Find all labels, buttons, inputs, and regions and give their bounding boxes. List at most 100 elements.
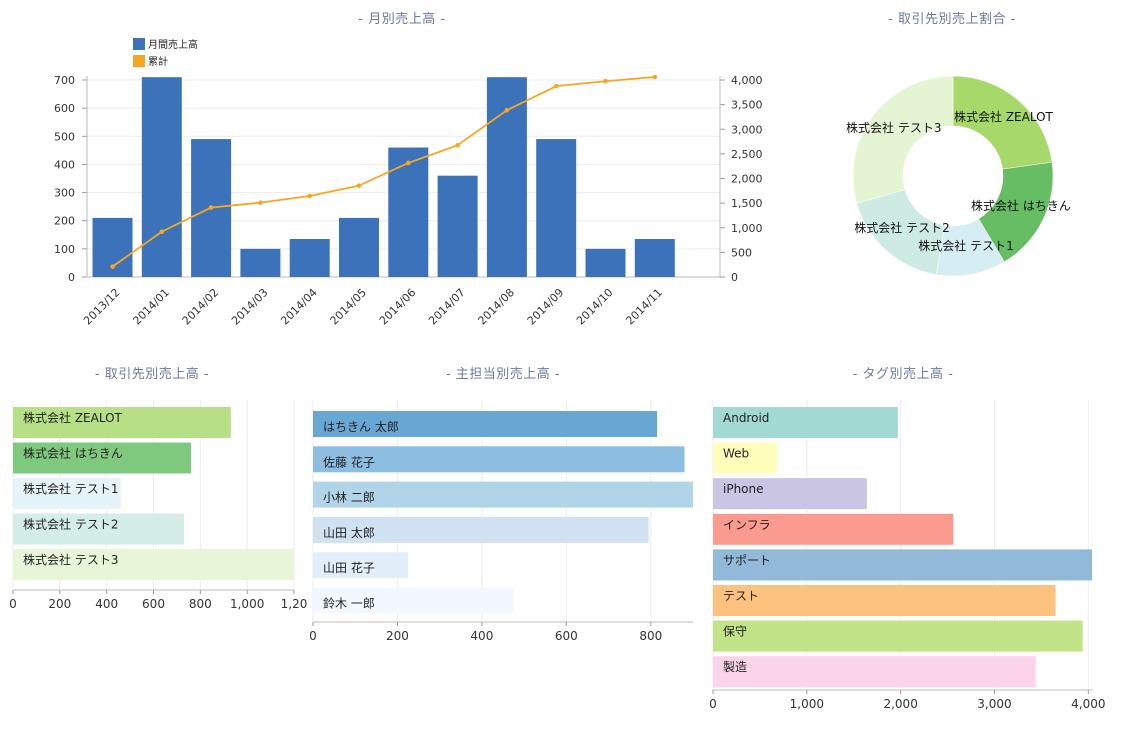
y-left-tick-label: 0 (68, 271, 75, 284)
x-tick-label: 1,000 (790, 697, 824, 711)
hbar (713, 620, 1083, 652)
x-tick-label: 2014/04 (278, 286, 320, 328)
x-tick-label: 0 (9, 597, 17, 611)
legend-label: 累計 (148, 55, 168, 68)
hbar (713, 656, 1036, 688)
x-tick-label: 2013/12 (81, 286, 123, 328)
y-left-tick-label: 600 (54, 102, 75, 115)
hbar-label: はちきん 太郎 (323, 419, 399, 434)
x-tick-label: 2014/01 (130, 286, 172, 328)
x-tick-label: 200 (48, 597, 71, 611)
x-tick-label: 1,000 (230, 597, 264, 611)
hbar-label: 佐藤 花子 (323, 454, 375, 469)
hbar-label: 製造 (723, 660, 747, 674)
donut-slice (978, 161, 1054, 263)
x-tick-label: 4,000 (1071, 697, 1105, 711)
cumulative-point (159, 229, 165, 234)
x-tick-label: 2014/05 (328, 286, 370, 328)
monthly-chart-title: - 月別売上高 - (358, 12, 446, 27)
y-right-tick-label: 3,500 (731, 99, 763, 112)
cumulative-point (652, 74, 658, 80)
hbar-label: 株式会社 はちきん (23, 446, 123, 461)
monthly-bar (437, 175, 478, 277)
monthly-bar (585, 248, 626, 277)
hbar-label: Android (723, 411, 769, 425)
monthly-bar (486, 77, 527, 277)
donut-slice-label: 株式会社 はちきん (971, 198, 1071, 213)
legend-label: 月間売上高 (148, 38, 198, 51)
y-right-tick-label: 1,000 (731, 222, 763, 235)
x-tick-label: 600 (555, 629, 578, 643)
x-tick-label: 200 (386, 629, 409, 643)
x-tick-label: 0 (709, 697, 717, 711)
donut-slice-label: 株式会社 テスト2 (854, 220, 949, 235)
donut-slice-label: 株式会社 ZEALOT (954, 109, 1054, 124)
x-tick-label: 400 (470, 629, 493, 643)
hbar-label: 株式会社 テスト1 (23, 481, 118, 496)
donut-slice-label: 株式会社 テスト1 (918, 238, 1013, 253)
hbar (13, 478, 121, 509)
y-right-tick-label: 2,500 (731, 148, 763, 161)
staff-chart-title: - 主担当別売上高 - (445, 367, 561, 382)
cumulative-point (603, 78, 608, 84)
legend-swatch (133, 55, 145, 67)
x-tick-label: 400 (95, 597, 118, 611)
cumulative-point (356, 183, 362, 188)
hbar-label: iPhone (723, 482, 764, 496)
hbar (313, 587, 514, 614)
hbar-label: テスト (723, 589, 759, 603)
donut-slice-label: 株式会社 テスト3 (846, 120, 941, 135)
y-left-tick-label: 100 (54, 243, 75, 256)
x-tick-label: 1,20 (281, 597, 308, 611)
x-tick-label: 2,000 (883, 697, 917, 711)
y-right-tick-label: 500 (731, 246, 752, 259)
cumulative-line (111, 76, 655, 268)
y-left-tick-label: 300 (54, 187, 75, 200)
monthly-bar (388, 147, 429, 277)
y-right-tick-label: 0 (731, 271, 738, 284)
share-chart-title: - 取引先別売上割合 - (888, 12, 1016, 27)
hbar (313, 552, 408, 579)
cumulative-point (110, 264, 115, 269)
hbar-label: 株式会社 テスト2 (23, 517, 118, 532)
hbar (13, 442, 191, 474)
hbar-label: 鈴木 一郎 (323, 596, 375, 611)
monthly-bar (339, 217, 379, 277)
monthly-bar (634, 239, 675, 277)
hbar-label: インフラ (723, 518, 771, 532)
client-bar-chart: 0 200 400 600 800 1,000 1,20 株式会社 ZEALOT 株式会社 はち… (9, 400, 307, 611)
hbar (13, 407, 231, 438)
hbar (313, 411, 658, 437)
tag-bar-chart: 0 1,000 2,000 3,000 4,000 Android Web iPhone インフ… (709, 400, 1105, 711)
y-left-tick-label: 200 (54, 215, 75, 228)
hbar (313, 446, 685, 473)
hbar (713, 478, 867, 510)
monthly-bar (141, 77, 182, 277)
hbar (713, 442, 777, 474)
legend-swatch (133, 38, 145, 50)
hbar (13, 549, 294, 580)
hbar (313, 481, 693, 508)
tag-chart-title: - タグ別売上高 - (852, 367, 954, 382)
cumulative-point (553, 83, 559, 89)
cumulative-point (307, 193, 313, 199)
y-right-tick-label: 1,500 (731, 197, 763, 210)
cumulative-point (455, 142, 460, 148)
hbar (713, 549, 1093, 581)
hbar-label: 山田 花子 (323, 560, 375, 575)
hbar (13, 513, 184, 545)
x-tick-label: 2014/10 (574, 286, 616, 328)
y-right-tick-label: 3,000 (731, 123, 763, 136)
hbar-label: 株式会社 テスト3 (23, 552, 118, 567)
hbar-label: 小林 二郎 (323, 491, 375, 505)
y-left-tick-label: 700 (54, 74, 75, 87)
x-tick-label: 0 (309, 629, 317, 643)
x-tick-label: 800 (639, 629, 662, 643)
x-tick-label: 2014/07 (426, 286, 468, 328)
donut-slice (952, 75, 1053, 170)
monthly-bar (536, 139, 577, 277)
hbar-label: Web (723, 447, 749, 461)
monthly-bar (240, 248, 281, 277)
